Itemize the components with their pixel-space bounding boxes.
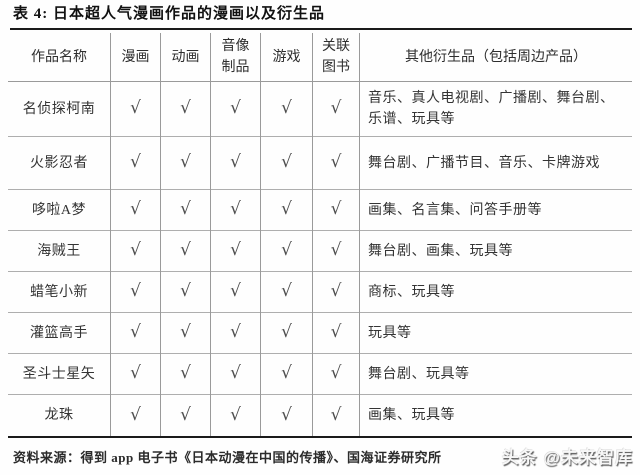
check-mark: √ [110,312,161,354]
check-mark: √ [260,81,313,137]
check-mark: √ [110,353,161,395]
work-name: 灌篮高手 [30,325,88,341]
derivatives: 音乐、真人电视剧、广播剧、舞台剧、乐谱、玩具等 [359,81,632,137]
table-title: 表 4: 日本超人气漫画作品的漫画以及衍生品 [13,6,325,22]
table-header: 作品名称 漫画 动画 音像制品 游戏 关联图书 其他衍生品（包括周边产品） [8,33,632,82]
check-mark: √ [160,353,211,395]
check-mark: √ [210,312,261,354]
table-row: 蜡笔小新 √ √ √ √ √ 商标、玩具等 [8,271,632,313]
check-mark: √ [110,189,161,231]
check-mark: √ [160,136,211,190]
check-mark: √ [110,81,161,137]
work-name: 哆啦A梦 [31,202,87,218]
check-mark: √ [312,136,360,190]
work-name: 火影忍者 [30,155,88,171]
check-mark: √ [160,81,211,137]
derivatives: 画集、名言集、问答手册等 [359,189,632,231]
check-mark: √ [312,189,360,231]
column-header-2: 动画 [160,33,211,82]
check-mark: √ [312,312,360,354]
table-row: 名侦探柯南 √ √ √ √ √ 音乐、真人电视剧、广播剧、舞台剧、乐谱、玩具等 [8,81,632,137]
table-row: 灌篮高手 √ √ √ √ √ 玩具等 [8,312,632,354]
derivatives: 舞台剧、广播节目、音乐、卡牌游戏 [359,136,632,190]
check-mark: √ [110,230,161,272]
column-header-4: 游戏 [260,33,313,82]
check-mark: √ [110,136,161,190]
work-name: 名侦探柯南 [22,101,96,117]
check-mark: √ [312,81,360,137]
title-rule [10,28,632,30]
check-mark: √ [110,271,161,313]
table-row: 火影忍者 √ √ √ √ √ 舞台剧、广播节目、音乐、卡牌游戏 [8,136,632,190]
check-mark: √ [260,230,313,272]
bottom-rule [8,435,632,438]
table-row: 龙珠 √ √ √ √ √ 画集、玩具等 [8,394,632,436]
manga-derivatives-table: 作品名称 漫画 动画 音像制品 游戏 关联图书 其他衍生品（包括周边产品） 名侦探柯南 √ √ √… [8,33,632,436]
work-name: 海贼王 [37,243,81,259]
derivatives: 玩具等 [359,312,632,354]
check-mark: √ [160,312,211,354]
source-note: 资料来源：得到 app 电子书《日本动漫在中国的传播》、国海证券研究所 [13,449,442,465]
work-name: 蜡笔小新 [30,284,88,300]
check-mark: √ [210,230,261,272]
check-mark: √ [210,353,261,395]
derivatives: 舞台剧、玩具等 [359,353,632,395]
check-mark: √ [160,189,211,231]
column-header-5: 关联图书 [312,33,360,82]
table-body: 名侦探柯南 √ √ √ √ √ 音乐、真人电视剧、广播剧、舞台剧、乐谱、玩具等 火影忍者 √ √ √… [8,81,632,436]
check-mark: √ [312,394,360,436]
check-mark: √ [210,189,261,231]
check-mark: √ [210,271,261,313]
watermark: 头条 @未来智库 [501,448,633,467]
table-row: 哆啦A梦 √ √ √ √ √ 画集、名言集、问答手册等 [8,189,632,231]
check-mark: √ [260,189,313,231]
column-header-3: 音像制品 [210,33,261,82]
check-mark: √ [312,353,360,395]
check-mark: √ [210,81,261,137]
check-mark: √ [160,271,211,313]
check-mark: √ [160,230,211,272]
column-header-1: 漫画 [110,33,161,82]
check-mark: √ [260,136,313,190]
check-mark: √ [160,394,211,436]
table-row: 圣斗士星矢 √ √ √ √ √ 舞台剧、玩具等 [8,353,632,395]
header-row: 作品名称 漫画 动画 音像制品 游戏 关联图书 其他衍生品（包括周边产品） [8,33,632,82]
check-mark: √ [260,271,313,313]
check-mark: √ [312,230,360,272]
column-header-6: 其他衍生品（包括周边产品） [359,33,632,82]
check-mark: √ [260,353,313,395]
column-header-0: 作品名称 [31,49,87,65]
check-mark: √ [312,271,360,313]
check-mark: √ [260,394,313,436]
check-mark: √ [210,394,261,436]
check-mark: √ [260,312,313,354]
check-mark: √ [210,136,261,190]
work-name: 圣斗士星矢 [22,366,96,382]
derivatives: 画集、玩具等 [359,394,632,436]
derivatives: 舞台剧、画集、玩具等 [359,230,632,272]
derivatives: 商标、玩具等 [359,271,632,313]
check-mark: √ [110,394,161,436]
work-name: 龙珠 [44,407,74,423]
table-row: 海贼王 √ √ √ √ √ 舞台剧、画集、玩具等 [8,230,632,272]
